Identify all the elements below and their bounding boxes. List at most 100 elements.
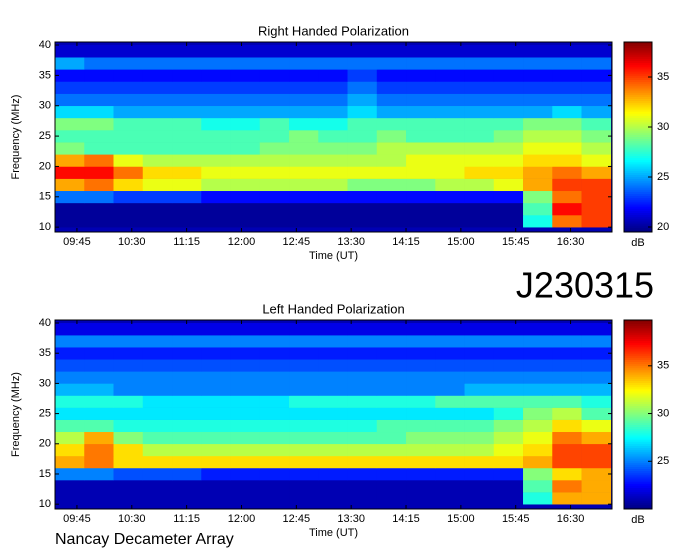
heatmap-cell bbox=[84, 359, 114, 372]
colorbar-step bbox=[624, 120, 652, 123]
heatmap-cell bbox=[318, 383, 348, 396]
heatmap-cell bbox=[55, 467, 85, 481]
heatmap-cell bbox=[172, 130, 202, 143]
heatmap-cell bbox=[406, 323, 436, 336]
heatmap-cell bbox=[435, 335, 465, 348]
heatmap-cell bbox=[259, 105, 290, 119]
colorbar-step bbox=[624, 481, 652, 485]
colorbar-step bbox=[624, 115, 652, 119]
heatmap-cell bbox=[84, 190, 114, 204]
colorbar-step bbox=[624, 206, 652, 210]
heatmap-cell bbox=[581, 323, 612, 336]
colorbar-step bbox=[624, 460, 652, 464]
heatmap-cell bbox=[142, 57, 173, 70]
heatmap-cell bbox=[113, 215, 144, 228]
heatmap-cell bbox=[142, 142, 173, 155]
colorbar-step bbox=[624, 189, 652, 193]
heatmap-cell bbox=[172, 383, 202, 396]
y-tick-label: 10 bbox=[39, 498, 51, 510]
heatmap-cell bbox=[230, 57, 261, 70]
colorbar-tick-label: 35 bbox=[657, 71, 669, 83]
heatmap-cell bbox=[464, 467, 495, 481]
heatmap-cell bbox=[493, 178, 524, 192]
heatmap-cell bbox=[406, 347, 436, 360]
colorbar-step bbox=[624, 103, 652, 106]
heatmap-cell bbox=[113, 117, 144, 131]
colorbar-step bbox=[624, 141, 652, 144]
colorbar-step bbox=[624, 406, 652, 409]
heatmap-cell bbox=[435, 347, 465, 360]
heatmap-cell bbox=[581, 130, 612, 143]
heatmap-cell bbox=[201, 443, 231, 457]
heatmap-cell bbox=[142, 69, 173, 82]
heatmap-cell bbox=[581, 443, 612, 457]
heatmap-cell bbox=[581, 57, 612, 70]
colorbar-step bbox=[624, 452, 652, 455]
heatmap-cell bbox=[581, 455, 612, 469]
heatmap-cell bbox=[55, 130, 85, 143]
heatmap-cell bbox=[376, 178, 407, 192]
heatmap-cell bbox=[172, 492, 202, 505]
heatmap-cell bbox=[201, 57, 231, 70]
heatmap-cell bbox=[318, 480, 348, 493]
heatmap-cell bbox=[84, 57, 114, 70]
colorbar-step bbox=[624, 397, 652, 401]
heatmap-cell bbox=[493, 359, 524, 372]
colorbar-step bbox=[624, 410, 652, 413]
heatmap-cell bbox=[201, 202, 231, 216]
heatmap-cell bbox=[435, 480, 465, 493]
colorbar-step bbox=[624, 359, 652, 363]
heatmap-cell bbox=[230, 190, 261, 204]
heatmap-cell bbox=[201, 395, 231, 408]
heatmap-cell bbox=[552, 130, 582, 143]
heatmap-cell bbox=[55, 81, 85, 94]
colorbar-step bbox=[624, 210, 652, 214]
colorbar-step bbox=[624, 223, 652, 227]
colorbar-step bbox=[624, 366, 652, 369]
heatmap-cell bbox=[113, 443, 144, 457]
colorbar-step bbox=[624, 450, 652, 453]
heatmap-cell bbox=[318, 443, 348, 457]
heatmap-cell bbox=[289, 383, 319, 396]
heatmap-cell bbox=[289, 419, 319, 433]
heatmap-cell bbox=[523, 480, 553, 493]
colorbar-step bbox=[624, 330, 652, 334]
heatmap-cell bbox=[552, 419, 582, 433]
colorbar-step bbox=[624, 175, 652, 178]
heatmap-cell bbox=[376, 443, 407, 457]
heatmap-cell bbox=[172, 467, 202, 481]
heatmap-cell bbox=[230, 359, 261, 372]
colorbar-step bbox=[624, 498, 652, 502]
heatmap-cell bbox=[113, 455, 144, 469]
heatmap-cell bbox=[289, 455, 319, 469]
colorbar-step bbox=[624, 376, 652, 380]
x-tick-label: 15:45 bbox=[502, 236, 530, 248]
heatmap-cell bbox=[55, 359, 85, 372]
heatmap-cell bbox=[259, 178, 290, 192]
colorbar-step bbox=[624, 44, 652, 47]
heatmap-cell bbox=[318, 467, 348, 481]
colorbar-step bbox=[624, 179, 652, 182]
colorbar-step bbox=[624, 86, 652, 89]
colorbar-step bbox=[624, 50, 652, 54]
heatmap-cell bbox=[435, 431, 465, 445]
heatmap-cell bbox=[464, 154, 495, 167]
colorbar-step bbox=[624, 408, 652, 411]
heatmap-cell bbox=[318, 117, 348, 131]
colorbar-frame bbox=[623, 319, 653, 510]
colorbar-step bbox=[624, 458, 652, 462]
colorbar-tick-label: 20 bbox=[657, 221, 669, 233]
heatmap-cell bbox=[406, 105, 436, 119]
heatmap-cell bbox=[552, 117, 582, 131]
heatmap-cell bbox=[318, 431, 348, 445]
heatmap-cell bbox=[493, 45, 524, 58]
heatmap-cell bbox=[376, 69, 407, 82]
heatmap-cell bbox=[347, 467, 378, 481]
heatmap-cell bbox=[318, 142, 348, 155]
heatmap-cell bbox=[172, 81, 202, 94]
observation-id: J230315 bbox=[516, 265, 654, 306]
heatmap-cell bbox=[259, 359, 290, 372]
heatmap-cell bbox=[230, 166, 261, 179]
heatmap-cell bbox=[552, 492, 582, 505]
colorbar-step bbox=[624, 343, 652, 346]
